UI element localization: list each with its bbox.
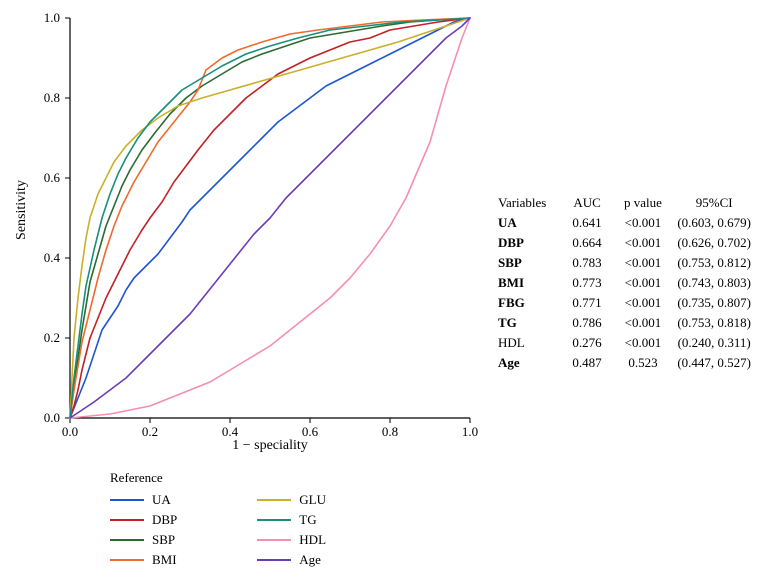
stats-cell-auc: 0.771 [566,293,617,313]
roc-chart [70,18,470,418]
stats-cell-ci: (0.603, 0.679) [677,213,759,233]
y-tick-label: 0.6 [44,170,60,186]
y-tick-label: 1.0 [44,10,60,26]
legend-columns: UA DBP SBP BMI GLU TG HDL Age [110,490,406,570]
legend-label: TG [299,512,316,528]
stats-cell-auc: 0.487 [566,353,617,373]
stats-header-var: Variables [498,193,566,213]
legend-swatch [110,539,144,541]
legend-title: Reference [110,470,406,486]
roc-chart-svg [62,16,474,428]
stats-cell-auc: 0.786 [566,313,617,333]
stats-cell-ci: (0.753, 0.812) [677,253,759,273]
stats-cell-auc: 0.783 [566,253,617,273]
legend-swatch [110,559,144,561]
stats-row-hdl: HDL0.276<0.001(0.240, 0.311) [498,333,759,353]
legend-item-dbp: DBP [110,510,177,530]
x-tick-label: 0.2 [142,424,158,440]
stats-row-fbg: FBG0.771<0.001(0.735, 0.807) [498,293,759,313]
stats-header-p: p value [617,193,678,213]
stats-table: Variables AUC p value 95%CI UA0.641<0.00… [498,193,759,373]
x-axis-label: 1 − speciality [232,438,308,454]
x-tick-label: 0.4 [222,424,238,440]
legend-item-age: Age [257,550,326,570]
stats-cell-p: <0.001 [617,313,678,333]
legend-label: UA [152,492,171,508]
y-axis-label: Sensitivity [14,180,30,240]
y-tick-label: 0.4 [44,250,60,266]
x-tick-label: 0.8 [382,424,398,440]
stats-row-tg: TG0.786<0.001(0.753, 0.818) [498,313,759,333]
x-tick-label: 0.6 [302,424,318,440]
stats-cell-auc: 0.276 [566,333,617,353]
legend-swatch [257,539,291,541]
stats-cell-ci: (0.447, 0.527) [677,353,759,373]
legend-swatch [110,519,144,521]
stats-cell-auc: 0.641 [566,213,617,233]
legend-label: HDL [299,532,326,548]
legend-item-glu: GLU [257,490,326,510]
stats-cell-auc: 0.773 [566,273,617,293]
stats-cell-p: <0.001 [617,333,678,353]
stats-row-age: Age0.4870.523(0.447, 0.527) [498,353,759,373]
legend-swatch [257,519,291,521]
stats-cell-var: BMI [498,273,566,293]
stats-cell-ci: (0.735, 0.807) [677,293,759,313]
stats-cell-var: UA [498,213,566,233]
stats-cell-ci: (0.753, 0.818) [677,313,759,333]
legend-item-hdl: HDL [257,530,326,550]
legend-label: GLU [299,492,326,508]
stats-cell-var: Age [498,353,566,373]
legend-swatch [110,499,144,501]
stats-cell-ci: (0.626, 0.702) [677,233,759,253]
legend-item-tg: TG [257,510,326,530]
stats-cell-p: <0.001 [617,253,678,273]
stats-cell-var: FBG [498,293,566,313]
legend-label: Age [299,552,321,568]
y-tick-label: 0.8 [44,90,60,106]
stats-row-ua: UA0.641<0.001(0.603, 0.679) [498,213,759,233]
legend-item-sbp: SBP [110,530,177,550]
stats-cell-var: DBP [498,233,566,253]
legend-column: UA DBP SBP BMI [110,490,177,570]
stats-row-bmi: BMI0.773<0.001(0.743, 0.803) [498,273,759,293]
legend-item-bmi: BMI [110,550,177,570]
legend: Reference UA DBP SBP BMI GLU TG HDL Age [110,470,406,570]
stats-header-ci: 95%CI [677,193,759,213]
stats-cell-p: <0.001 [617,273,678,293]
stats-cell-ci: (0.240, 0.311) [677,333,759,353]
legend-swatch [257,499,291,501]
y-tick-label: 0.0 [44,410,60,426]
stats-cell-var: SBP [498,253,566,273]
legend-label: BMI [152,552,177,568]
stats-row-dbp: DBP0.664<0.001(0.626, 0.702) [498,233,759,253]
stats-cell-p: 0.523 [617,353,678,373]
stats-header-row: Variables AUC p value 95%CI [498,193,759,213]
x-tick-label: 0.0 [62,424,78,440]
page-root: Sensitivity 1 − speciality 0.0 0.2 0.4 0.6 0… [0,0,759,576]
stats-cell-ci: (0.743, 0.803) [677,273,759,293]
stats-cell-p: <0.001 [617,213,678,233]
stats-cell-auc: 0.664 [566,233,617,253]
legend-label: DBP [152,512,177,528]
legend-swatch [257,559,291,561]
legend-column: GLU TG HDL Age [257,490,326,570]
legend-label: SBP [152,532,175,548]
stats-cell-var: HDL [498,333,566,353]
y-tick-label: 0.2 [44,330,60,346]
stats-cell-p: <0.001 [617,293,678,313]
legend-item-ua: UA [110,490,177,510]
stats-row-sbp: SBP0.783<0.001(0.753, 0.812) [498,253,759,273]
stats-cell-var: TG [498,313,566,333]
stats-header-auc: AUC [566,193,617,213]
x-tick-label: 1.0 [462,424,478,440]
stats-cell-p: <0.001 [617,233,678,253]
